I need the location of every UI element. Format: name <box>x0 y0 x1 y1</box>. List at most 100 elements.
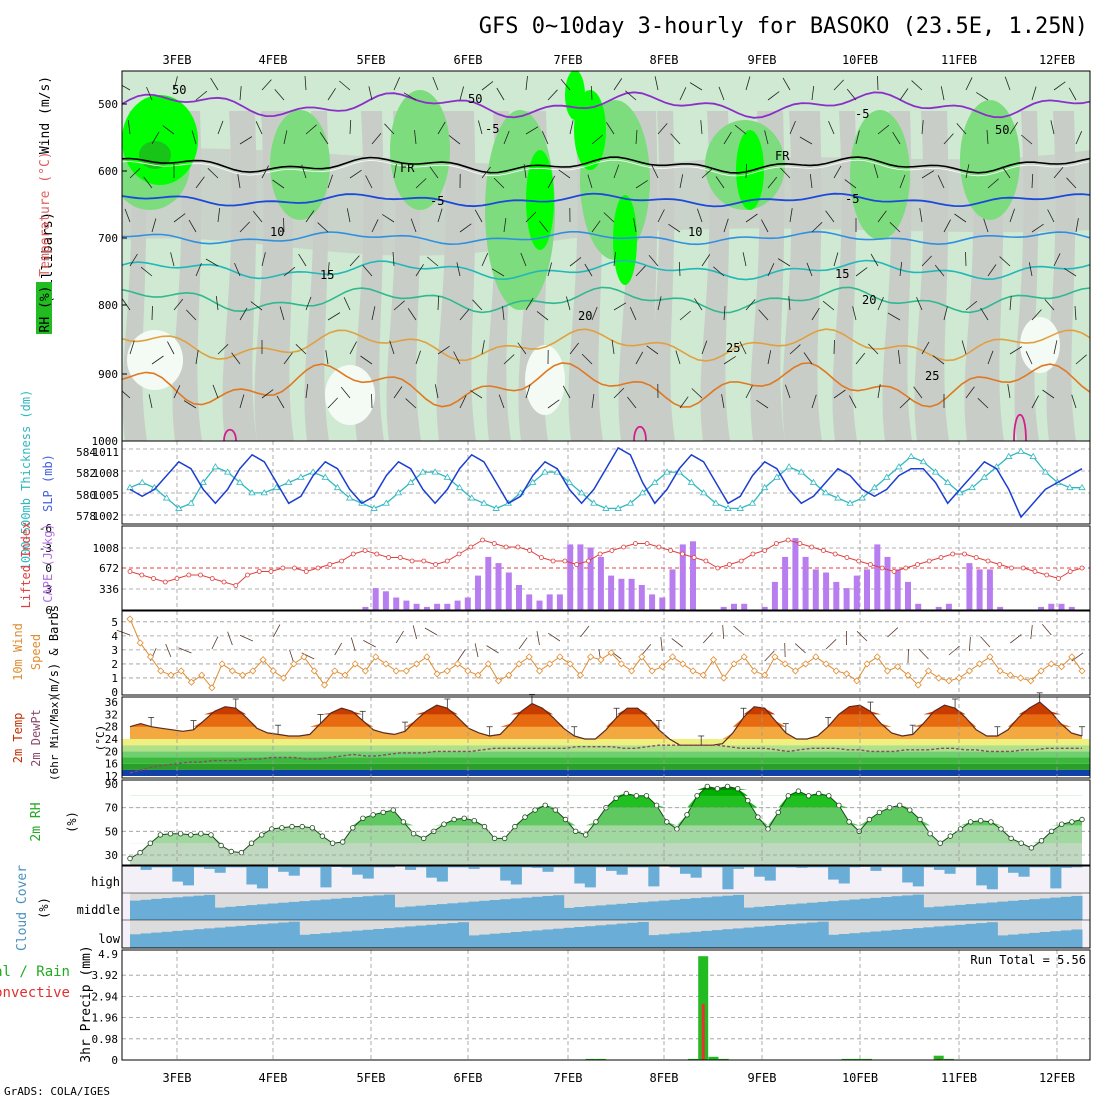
wind-barb <box>606 122 615 135</box>
precip-bar-80 <box>943 1058 954 1060</box>
cloud-col-2-69 <box>859 932 871 948</box>
wind-barb <box>1075 131 1083 145</box>
thickness-tick-1: 582 <box>76 467 96 480</box>
surface-barb-88 <box>1030 625 1033 640</box>
thickness-point-17 <box>333 483 342 491</box>
wind-speed-point-28 <box>413 660 421 668</box>
wind-barb <box>407 308 417 321</box>
wind-barb <box>581 353 593 365</box>
rh-point-73 <box>866 816 872 823</box>
wind-barb <box>899 174 906 189</box>
cloud-col-1-75 <box>923 907 935 920</box>
wind-barb <box>239 394 245 409</box>
rh-point-7 <box>198 831 204 837</box>
wind-barb <box>195 176 205 189</box>
cloud-col-2-14 <box>278 922 290 948</box>
cloud-col-2-28 <box>426 924 438 948</box>
li-point-3 <box>162 579 168 585</box>
wind-barb <box>186 309 197 321</box>
wind-barb <box>346 208 351 223</box>
thickness-tick-0: 584 <box>76 446 96 459</box>
cloud-col-2-24 <box>383 928 395 948</box>
date-bottom-6FEB: 6FEB <box>454 1071 483 1085</box>
wind-barb <box>629 307 637 321</box>
rh-point-23 <box>360 815 366 821</box>
wind-speed-point-58 <box>720 674 728 682</box>
cloud-col-1-22 <box>362 896 374 920</box>
cloud-col-1-24 <box>383 894 395 920</box>
wind-barb <box>371 306 376 321</box>
wind-barb <box>1074 305 1077 321</box>
li-point-74 <box>997 562 1003 567</box>
wind-speed-point-16 <box>290 660 298 668</box>
cloud-col-0-2 <box>151 866 163 868</box>
rh-point-26 <box>390 807 396 813</box>
rh-point-24 <box>370 812 376 818</box>
wind-barb <box>892 131 901 145</box>
cloud-col-1-85 <box>1029 899 1041 920</box>
wind-speed-point-39 <box>525 653 533 661</box>
rh-fill-2 <box>130 786 1082 826</box>
rh-units: (%) <box>65 811 79 833</box>
wind-barb <box>1007 384 1011 399</box>
wind-barb <box>127 120 131 135</box>
contour-label-10: 20 <box>578 309 592 323</box>
wind-barb <box>459 223 472 233</box>
wind-speed-point-34 <box>474 671 482 679</box>
thickness-point-11 <box>260 489 268 496</box>
thickness-point-64 <box>907 452 915 459</box>
cloud-col-1-78 <box>955 904 967 920</box>
wind-barb <box>481 253 489 267</box>
wind-barb <box>459 86 464 101</box>
date-bottom-12FEB: 12FEB <box>1039 1071 1075 1085</box>
wind-barb <box>1009 208 1015 223</box>
wind-barb <box>371 393 373 409</box>
contour-label-13: 25 <box>925 369 939 383</box>
li-point-69 <box>938 555 944 560</box>
date-bottom-3FEB: 3FEB <box>163 1071 192 1085</box>
li-point-78 <box>1044 572 1050 578</box>
cloud-col-1-86 <box>1039 898 1051 920</box>
wind-barb <box>980 307 989 321</box>
cape-bar-68 <box>823 572 830 610</box>
li-point-47 <box>680 551 685 557</box>
wind-barb <box>429 166 439 179</box>
wind-speed-point-15 <box>279 674 288 682</box>
cloud-col-1-52 <box>680 898 692 920</box>
cloud-col-1-42 <box>574 907 586 920</box>
cape-bar-47 <box>608 575 615 610</box>
wind-barb <box>1009 122 1018 135</box>
wind-barb <box>591 394 595 409</box>
cape-bar-53 <box>669 569 676 610</box>
cape-bar-35 <box>485 556 492 610</box>
thickness-point-3 <box>162 494 171 501</box>
li-point-14 <box>292 565 297 571</box>
cloud-col-2-84 <box>1018 933 1030 948</box>
thickness-point-18 <box>345 494 354 501</box>
slp-tick-0: 1011 <box>93 446 120 459</box>
wind-barb <box>965 251 967 267</box>
wind-barb <box>943 219 951 233</box>
cloud-col-0-82 <box>997 866 1009 868</box>
cape-bar-54 <box>679 544 686 610</box>
wind-barb <box>811 86 815 101</box>
wind-barb <box>999 256 1011 267</box>
wind-barb <box>393 164 397 179</box>
wind-barb <box>782 77 791 91</box>
wind-speed-point-4 <box>167 671 175 679</box>
thickness-point-1 <box>138 478 146 485</box>
rh-point-79 <box>927 831 933 837</box>
cloud-col-2-18 <box>320 933 332 948</box>
rh-point-9 <box>218 842 224 849</box>
wind-barb <box>541 131 549 145</box>
wind-speed-point-42 <box>556 653 564 661</box>
wind-barb <box>525 76 528 91</box>
upper-bright-green-4 <box>736 130 764 210</box>
slp-tick-3: 1002 <box>93 510 120 523</box>
date-top-6FEB: 6FEB <box>454 53 483 67</box>
rh-point-22 <box>350 825 356 831</box>
wind-barb <box>833 339 835 355</box>
cloud-col-0-34 <box>489 866 501 868</box>
wind-speed-point-91 <box>1057 663 1066 671</box>
wind-barb <box>195 262 202 277</box>
